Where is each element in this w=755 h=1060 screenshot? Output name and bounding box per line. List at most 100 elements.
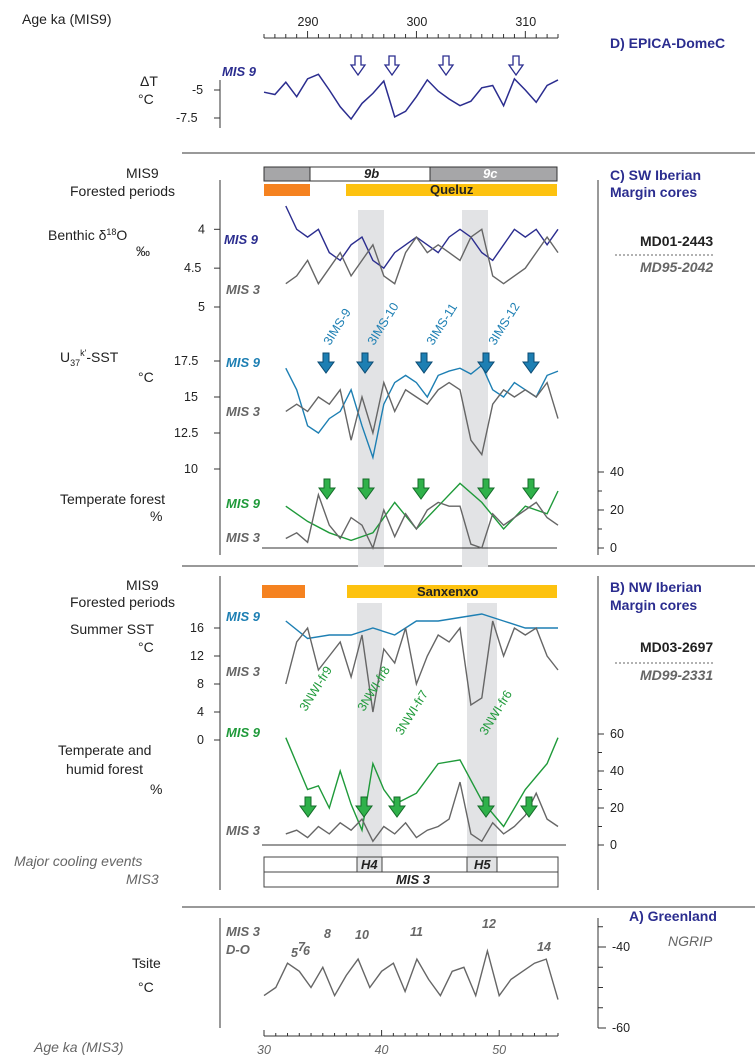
h4-band-b — [357, 603, 382, 859]
tick-label-ssst: 0 — [197, 733, 204, 747]
cooling-arrow-icon — [317, 352, 335, 374]
epica-line — [263, 73, 559, 121]
do-event-label: 6 — [303, 944, 311, 958]
top-axis-tick-label: 300 — [406, 15, 427, 29]
tick-label-sst: 15 — [184, 390, 198, 404]
mis9-label-ssst: MIS 9 — [226, 609, 261, 624]
h4-label: H4 — [361, 857, 378, 872]
tick-label-sst: 12.5 — [174, 426, 198, 440]
cooling-arrow-icon — [520, 796, 538, 818]
core-md95: MD95-2042 — [640, 259, 713, 275]
cooling-arrow-icon — [349, 55, 367, 77]
h-events-bar — [263, 856, 559, 873]
arrows-tf — [318, 478, 540, 500]
major-cooling-label-2: MIS3 — [126, 871, 159, 887]
ims-event-label: 3IMS-12 — [486, 300, 523, 348]
cooling-arrow-icon — [388, 796, 406, 818]
cooling-arrow-icon — [383, 55, 401, 77]
sst-unit: °C — [138, 369, 154, 385]
panel-b-title-1: B) NW Iberian — [610, 579, 702, 595]
ssst-mis9-line — [285, 613, 558, 640]
temperate-forest-unit: % — [150, 508, 162, 524]
tick-label-benthic: 5 — [198, 300, 205, 314]
arrows-d — [349, 55, 525, 77]
cooling-arrow-icon — [357, 478, 375, 500]
top-axis-tick-label: 290 — [298, 15, 319, 29]
mis9-label-benthic: MIS 9 — [224, 232, 259, 247]
tick-label-a: -60 — [612, 1021, 630, 1035]
cooling-arrow-icon — [477, 796, 495, 818]
dt-label: ΔT — [140, 73, 158, 89]
cooling-arrow-icon — [522, 478, 540, 500]
ticks-a: -40 -60 — [598, 926, 630, 1035]
mis9-label-d: MIS 9 — [222, 64, 257, 79]
panel-c-title-1: C) SW Iberian — [610, 167, 701, 183]
mis9-fp-label-2: Forested periods — [70, 183, 175, 199]
dt-unit: °C — [138, 91, 154, 107]
ticks-ssst: 16 12 8 4 0 — [190, 621, 220, 747]
do-event-label: 5 — [291, 946, 299, 960]
mis9-fp-label-1: MIS9 — [126, 165, 159, 181]
tick-label-thf: 60 — [610, 727, 624, 741]
nwi-event-label: 3NWI-fr9 — [297, 664, 335, 714]
tf-mis9-line — [285, 482, 559, 542]
benthic-mis9-line — [285, 205, 559, 270]
ngrip-line — [263, 948, 559, 1000]
tick-label-benthic: 4.5 — [184, 261, 201, 275]
tick-label-d: -5 — [192, 83, 203, 97]
ticks-tf: 0 20 40 — [598, 465, 624, 555]
temperate-forest-label: Temperate forest — [60, 491, 165, 507]
tick-label-tf: 0 — [610, 541, 617, 555]
cooling-arrow-icon — [299, 796, 317, 818]
bottom-age-axis: 30 40 50 — [257, 1030, 559, 1057]
ticks-benthic: 44.55 — [184, 222, 220, 314]
thf-mis3-line — [285, 781, 559, 843]
sst-mis3-line — [285, 380, 559, 457]
do-event-label: 7 — [298, 940, 306, 954]
do-event-label: 14 — [537, 940, 551, 954]
cooling-arrow-icon — [507, 55, 525, 77]
th-forest-unit: % — [150, 781, 162, 797]
mis3-label-ssst: MIS 3 — [226, 664, 261, 679]
sanxenxo-label: Sanxenxo — [417, 584, 478, 599]
core-md03: MD03-2697 — [640, 639, 713, 655]
mis3-label-thf: MIS 3 — [226, 823, 261, 838]
stage-bar-9a — [263, 166, 311, 182]
top-axis-tick-label: 310 — [515, 15, 536, 29]
ngrip-label: NGRIP — [668, 933, 713, 949]
core-md99: MD99-2331 — [640, 667, 713, 683]
sst-label: U37k'-SST — [60, 348, 119, 368]
h4-band-c — [358, 210, 384, 567]
th-forest-label-1: Temperate and — [58, 742, 151, 758]
cooling-arrow-icon — [477, 352, 495, 374]
do-event-label: 8 — [324, 927, 331, 941]
ims-event-label: 3IMS-11 — [424, 301, 460, 348]
tf-mis3-line — [285, 492, 559, 550]
age-mis3-label: Age ka (MIS3) — [33, 1039, 123, 1055]
benthic-unit: ‰ — [136, 243, 150, 259]
h5-band-c — [462, 210, 488, 567]
tick-label-tf: 40 — [610, 465, 624, 479]
cooling-arrow-icon — [355, 796, 373, 818]
bottom-axis-tick-label: 40 — [375, 1043, 389, 1057]
benthic-mis3-line — [285, 228, 559, 286]
ssst-mis3-line — [285, 620, 559, 713]
tick-label-ssst: 16 — [190, 621, 204, 635]
forested-queluz — [346, 184, 557, 196]
h5-label: H5 — [474, 857, 491, 872]
cooling-arrow-icon — [412, 478, 430, 500]
bottom-axis-tick-label: 50 — [492, 1043, 506, 1057]
nwi-event-label: 3NWI-fr7 — [393, 688, 431, 738]
queluz-label: Queluz — [430, 182, 474, 197]
mis3-label-tf: MIS 3 — [226, 530, 261, 545]
panel-d-title: D) EPICA-DomeC — [610, 35, 725, 51]
core-md01: MD01-2443 — [640, 233, 713, 249]
tick-label-thf: 0 — [610, 838, 617, 852]
tick-label-thf: 20 — [610, 801, 624, 815]
forested-sanxenxo — [347, 585, 557, 598]
thf-mis9-line — [285, 737, 559, 833]
mis9-label-tf: MIS 9 — [226, 496, 261, 511]
cooling-arrow-icon — [522, 352, 540, 374]
tsite-label: Tsite — [132, 955, 161, 971]
